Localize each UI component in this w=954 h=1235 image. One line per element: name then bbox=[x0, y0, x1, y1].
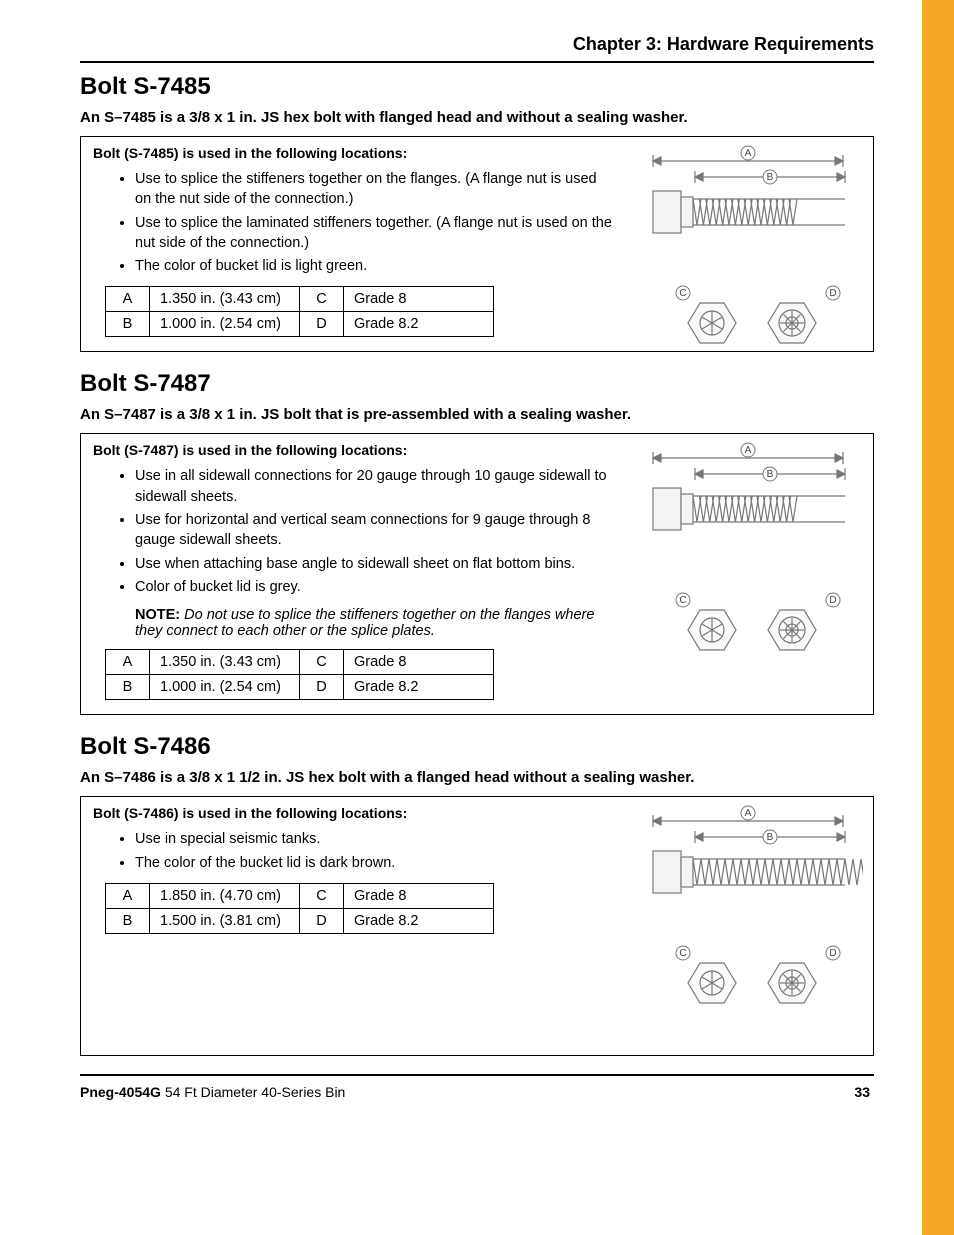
section-desc: An S–7486 is a 3/8 x 1 1/2 in. JS hex bo… bbox=[80, 769, 874, 786]
usage-box: A B C D Bolt (S-7486) is used in the fol… bbox=[80, 796, 874, 1056]
svg-text:D: D bbox=[829, 948, 836, 959]
svg-text:B: B bbox=[767, 172, 774, 183]
rule-bottom bbox=[80, 1074, 874, 1076]
spec-table: A1.850 in. (4.70 cm)CGrade 8 B1.500 in. … bbox=[105, 883, 494, 934]
section-desc: An S–7485 is a 3/8 x 1 in. JS hex bolt w… bbox=[80, 109, 874, 126]
section-desc: An S–7487 is a 3/8 x 1 in. JS bolt that … bbox=[80, 406, 874, 423]
bullet-item: Use in special seismic tanks. bbox=[135, 829, 613, 849]
svg-text:B: B bbox=[767, 469, 774, 480]
footer-doc: Pneg-4054G 54 Ft Diameter 40-Series Bin bbox=[80, 1084, 345, 1100]
svg-text:D: D bbox=[829, 595, 836, 606]
usage-box: A B C D Bolt (S-7487) is used in the fol… bbox=[80, 433, 874, 715]
svg-text:C: C bbox=[679, 288, 686, 299]
table-row: A1.850 in. (4.70 cm)CGrade 8 bbox=[106, 883, 494, 908]
bullet-list: Use in special seismic tanks. The color o… bbox=[93, 829, 613, 873]
bullet-item: Use to splice the stiffeners together on… bbox=[135, 169, 613, 210]
bolt-diagram: A B C D bbox=[633, 143, 863, 373]
section-heading: Bolt S-7485 bbox=[80, 73, 874, 101]
svg-text:D: D bbox=[829, 288, 836, 299]
svg-text:A: A bbox=[745, 148, 752, 159]
svg-text:B: B bbox=[767, 832, 774, 843]
page-number: 33 bbox=[854, 1084, 874, 1100]
usage-box: A B C D Bolt (S-7485) is used in the fol… bbox=[80, 136, 874, 352]
note: NOTE: Do not use to splice the stiffener… bbox=[93, 607, 613, 639]
spec-table: A1.350 in. (3.43 cm)CGrade 8 B1.000 in. … bbox=[105, 286, 494, 337]
bullet-item: Use when attaching base angle to sidewal… bbox=[135, 554, 613, 574]
table-row: B1.500 in. (3.81 cm)DGrade 8.2 bbox=[106, 908, 494, 933]
page: Chapter 3: Hardware Requirements Bolt S-… bbox=[0, 0, 954, 1235]
table-row: A1.350 in. (3.43 cm)CGrade 8 bbox=[106, 287, 494, 312]
chapter-header: Chapter 3: Hardware Requirements bbox=[80, 34, 874, 55]
svg-text:C: C bbox=[679, 595, 686, 606]
bullet-list: Use in all sidewall connections for 20 g… bbox=[93, 466, 613, 597]
table-row: A1.350 in. (3.43 cm)CGrade 8 bbox=[106, 650, 494, 675]
section-heading: Bolt S-7486 bbox=[80, 733, 874, 761]
bolt-diagram: A B C D bbox=[633, 803, 863, 1033]
bolt-diagram: A B C D bbox=[633, 440, 863, 680]
footer: Pneg-4054G 54 Ft Diameter 40-Series Bin … bbox=[80, 1084, 874, 1100]
bullet-item: Use for horizontal and vertical seam con… bbox=[135, 510, 613, 551]
bullet-item: The color of the bucket lid is dark brow… bbox=[135, 853, 613, 873]
spec-table: A1.350 in. (3.43 cm)CGrade 8 B1.000 in. … bbox=[105, 649, 494, 700]
svg-text:C: C bbox=[679, 948, 686, 959]
bullet-item: Use in all sidewall connections for 20 g… bbox=[135, 466, 613, 507]
svg-text:A: A bbox=[745, 445, 752, 456]
table-row: B1.000 in. (2.54 cm)DGrade 8.2 bbox=[106, 312, 494, 337]
svg-text:A: A bbox=[745, 808, 752, 819]
accent-bar bbox=[922, 0, 954, 1235]
bullet-item: The color of bucket lid is light green. bbox=[135, 256, 613, 276]
bullet-item: Use to splice the laminated stiffeners t… bbox=[135, 213, 613, 254]
table-row: B1.000 in. (2.54 cm)DGrade 8.2 bbox=[106, 675, 494, 700]
rule-top bbox=[80, 61, 874, 63]
bullet-list: Use to splice the stiffeners together on… bbox=[93, 169, 613, 276]
bullet-item: Color of bucket lid is grey. bbox=[135, 577, 613, 597]
